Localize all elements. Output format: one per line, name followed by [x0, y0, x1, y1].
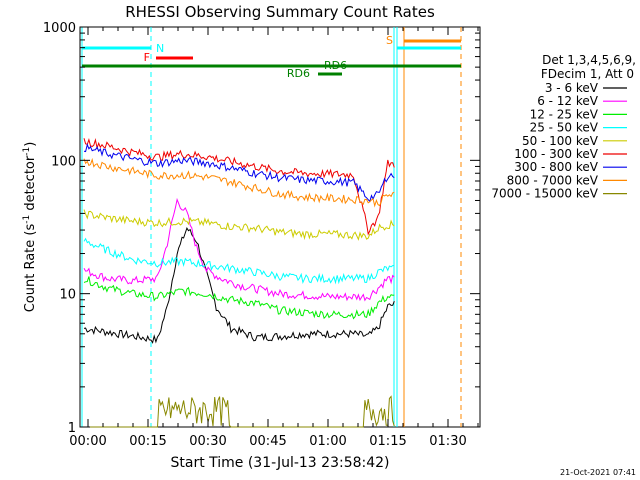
- series-lines: [83, 137, 395, 428]
- legend-entry-label: 300 - 800 keV: [514, 160, 598, 174]
- legend-header-line-1: Det 1,3,4,5,6,9,: [542, 53, 636, 67]
- series-line-5: [83, 137, 395, 236]
- flag-label-f: F: [144, 51, 150, 64]
- x-tick-label: 00:45: [249, 434, 286, 449]
- y-tick-label: 100: [51, 154, 76, 169]
- footer-timestamp: 21-Oct-2021 07:41: [560, 468, 636, 477]
- x-tick-label: 00:00: [69, 434, 106, 449]
- legend-entry-label: 6 - 12 keV: [537, 94, 599, 108]
- y-tick-label: 1000: [43, 21, 76, 36]
- plot-frame: [79, 26, 481, 428]
- legend-entry-label: 100 - 300 keV: [514, 147, 598, 161]
- series-line-1: [83, 197, 395, 302]
- series-line-7: [83, 157, 395, 208]
- legend-header-line-2: FDecim 1, Att 0: [541, 67, 634, 81]
- flag-label-rd6: RD6: [324, 59, 347, 72]
- y-axis-label-sup2: -1: [22, 147, 32, 156]
- y-axis-label-main: Count Rate (s: [23, 224, 38, 313]
- time-marker-lines: [81, 27, 462, 427]
- x-axis-label: Start Time (31-Jul-13 23:58:42): [170, 455, 389, 471]
- series-line-4: [83, 209, 395, 241]
- legend-entry-label: 25 - 50 keV: [530, 121, 599, 135]
- legend: Det 1,3,4,5,6,9, FDecim 1, Att 0 3 - 6 k…: [491, 53, 636, 201]
- legend-entry-label: 12 - 25 keV: [530, 107, 599, 121]
- series-line-8: [84, 395, 395, 428]
- x-tick-label: 01:00: [309, 434, 346, 449]
- series-line-0: [83, 227, 395, 344]
- legend-entry-label: 50 - 100 keV: [522, 134, 599, 148]
- series-line-2: [83, 276, 395, 320]
- x-axis-ticks: 00:00 00:15 00:30 00:45 01:00 01:15 01:30: [69, 27, 479, 449]
- plot-area: NF S RD6 RD6 00:00 00:15 00:30 00:45 01:00 01:15…: [43, 21, 481, 449]
- flag-bars: NF S RD6 RD6: [82, 34, 461, 80]
- x-tick-label: 01:15: [369, 434, 406, 449]
- y-axis-label: Count Rate (s-1 detector-1): [22, 142, 38, 313]
- series-line-6: [83, 143, 395, 203]
- flag-label-s: S: [386, 34, 393, 47]
- flag-label-rd6: RD6: [287, 67, 310, 80]
- flag-label-n: N: [156, 42, 164, 55]
- chart-title: RHESSI Observing Summary Count Rates: [125, 3, 435, 21]
- y-tick-label: 1: [68, 421, 76, 436]
- x-tick-label: 00:15: [129, 434, 166, 449]
- legend-entry-label: 3 - 6 keV: [545, 81, 599, 95]
- x-tick-label: 00:30: [189, 434, 226, 449]
- y-tick-label: 10: [59, 288, 76, 303]
- y-axis-ticks: 1 10 100 1000: [43, 21, 480, 436]
- legend-entry-label: 800 - 7000 keV: [507, 173, 599, 187]
- x-tick-label: 01:30: [429, 434, 466, 449]
- y-axis-label-mid: detector: [23, 155, 38, 215]
- series-line-3: [83, 237, 395, 285]
- legend-entry-label: 7000 - 15000 keV: [491, 187, 598, 201]
- y-axis-label-end: ): [23, 142, 38, 147]
- y-axis-label-sup1: -1: [22, 215, 32, 224]
